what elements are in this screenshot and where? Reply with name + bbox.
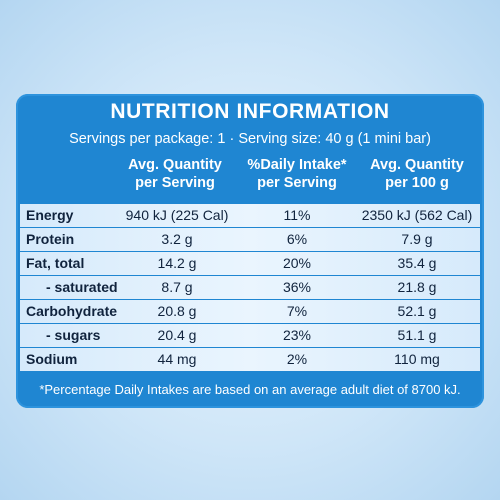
column-header-per-serving: Avg. Quantity per Serving: [116, 156, 234, 192]
per-100g-value: 21.8 g: [397, 279, 437, 295]
column-header-daily-intake: %Daily Intake* per Serving: [238, 156, 356, 192]
per-serving-value: 3.2 g: [161, 231, 193, 247]
per-100g-value: 2350 kJ (562 Cal): [361, 207, 473, 223]
table-row: Energy 940 kJ (225 Cal) 11% 2350 kJ (562…: [20, 204, 480, 227]
nutrient-name: Energy: [26, 207, 74, 223]
column-header-line2: per 100 g: [385, 175, 449, 191]
nutrient-name: Carbohydrate: [26, 303, 118, 319]
column-header-line2: per Serving: [135, 175, 215, 191]
per-100g-value: 52.1 g: [397, 303, 437, 319]
table-row: Carbohydrate 20.8 g 7% 52.1 g: [20, 300, 480, 323]
nutrient-name: Sodium: [26, 351, 78, 367]
column-header-line1: %Daily Intake*: [247, 157, 347, 173]
nutrient-name: Fat, total: [26, 255, 85, 271]
column-header-per-100g: Avg. Quantity per 100 g: [358, 156, 476, 192]
per-serving-value: 940 kJ (225 Cal): [125, 207, 229, 223]
nutrient-name: Protein: [26, 231, 75, 247]
nutrient-table: Energy 940 kJ (225 Cal) 11% 2350 kJ (562…: [20, 204, 480, 372]
daily-intake-value: 7%: [286, 303, 308, 319]
table-row: Fat, total 14.2 g 20% 35.4 g: [20, 252, 480, 275]
table-row: - sugars 20.4 g 23% 51.1 g: [20, 324, 480, 347]
daily-intake-value: 36%: [282, 279, 312, 295]
per-serving-value: 8.7 g: [161, 279, 193, 295]
nutrition-panel: NUTRITION INFORMATION Servings per packa…: [16, 94, 484, 408]
per-100g-value: 35.4 g: [397, 255, 437, 271]
panel-title: NUTRITION INFORMATION: [110, 100, 390, 123]
daily-intake-value: 11%: [283, 207, 311, 223]
per-100g-value: 110 mg: [394, 351, 440, 367]
nutrient-name: - sugars: [46, 327, 101, 343]
per-100g-value: 51.1 g: [397, 327, 437, 343]
table-row: Protein 3.2 g 6% 7.9 g: [20, 228, 480, 251]
serving-info: Servings per package: 1 · Serving size: …: [69, 131, 431, 147]
column-header-line2: per Serving: [257, 175, 337, 191]
daily-intake-value: 23%: [282, 327, 312, 343]
table-row: Sodium 44 mg 2% 110 mg: [20, 348, 480, 371]
daily-intake-value: 20%: [282, 255, 312, 271]
per-serving-value: 20.4 g: [157, 327, 197, 343]
nutrient-name: - saturated: [46, 279, 118, 295]
table-row: - saturated 8.7 g 36% 21.8 g: [20, 276, 480, 299]
per-100g-value: 7.9 g: [401, 231, 433, 247]
column-header-line1: Avg. Quantity: [128, 157, 222, 173]
daily-intake-value: 6%: [286, 231, 308, 247]
column-header-line1: Avg. Quantity: [370, 157, 464, 173]
footnote: *Percentage Daily Intakes are based on a…: [39, 382, 461, 397]
per-serving-value: 44 mg: [157, 351, 197, 367]
per-serving-value: 14.2 g: [157, 255, 197, 271]
per-serving-value: 20.8 g: [157, 303, 197, 319]
daily-intake-value: 2%: [286, 351, 308, 367]
